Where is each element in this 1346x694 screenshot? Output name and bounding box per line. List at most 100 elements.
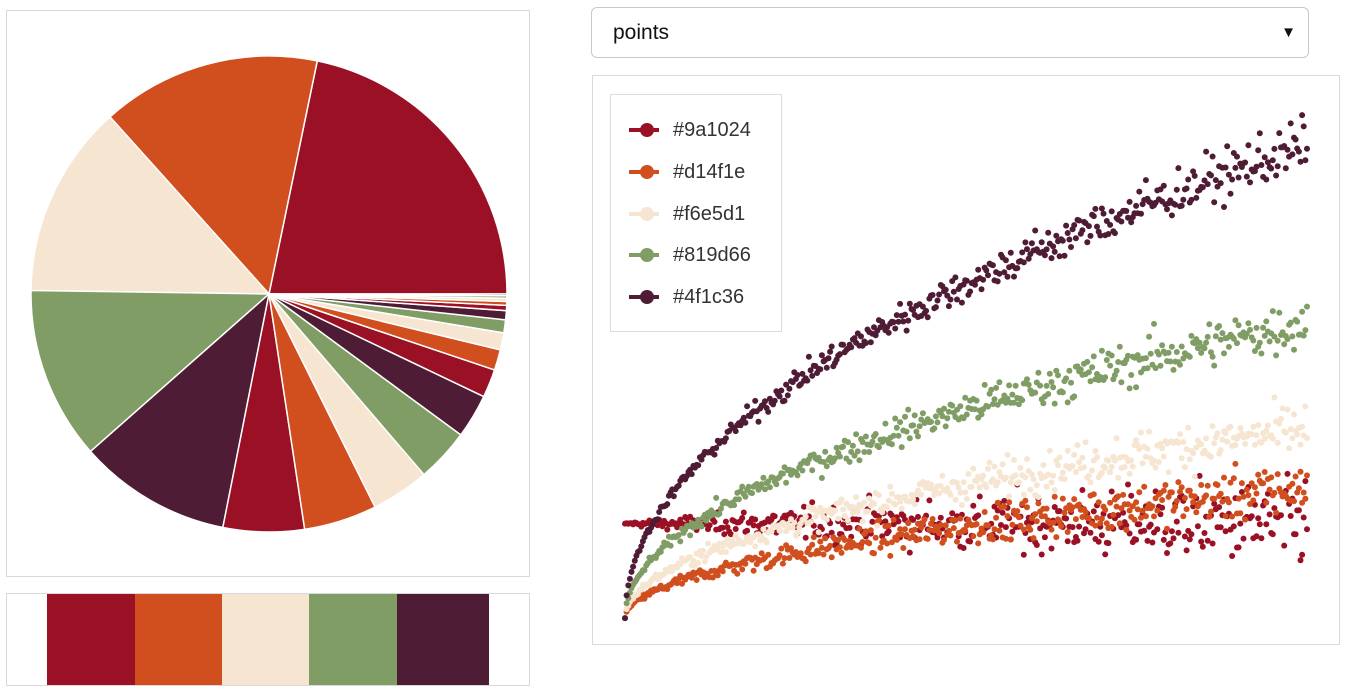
legend-item[interactable]: #d14f1e — [611, 153, 781, 193]
legend-item[interactable]: #819d66 — [611, 236, 781, 276]
scatter-point — [1299, 308, 1306, 315]
scatter-point — [1064, 447, 1071, 454]
scatter-point — [960, 545, 967, 551]
swatch-5[interactable] — [397, 594, 489, 685]
scatter-point — [1196, 472, 1203, 479]
scatter-point — [804, 377, 811, 384]
scatter-point — [687, 532, 694, 539]
scatter-point — [1079, 227, 1086, 234]
scatter-point — [1227, 423, 1234, 430]
scatter-point — [954, 296, 960, 303]
scatter-point — [818, 352, 825, 359]
scatter-point — [939, 472, 946, 479]
scatter-point — [1269, 531, 1276, 538]
scatter-point — [700, 547, 707, 554]
scatter-point — [937, 522, 944, 528]
pie-slice[interactable] — [108, 55, 319, 296]
scatter-point — [1141, 483, 1148, 490]
scatter-point — [1133, 437, 1140, 444]
scatter-point — [1118, 505, 1125, 512]
scatter-point — [1138, 210, 1144, 217]
scatter-point — [1240, 535, 1247, 542]
scatter-point — [1235, 495, 1242, 502]
scatter-point — [1009, 521, 1016, 528]
scatter-point — [885, 522, 892, 529]
scatter-point — [936, 530, 943, 537]
scatter-point — [973, 397, 980, 404]
scatter-point — [1198, 538, 1205, 545]
scatter-point — [760, 526, 767, 533]
pie-slice[interactable] — [89, 291, 271, 529]
scatter-point — [1020, 526, 1027, 533]
scatter-point — [1001, 497, 1008, 504]
scatter-point — [1264, 159, 1271, 166]
scatter-point — [957, 515, 964, 522]
scatter-point — [1256, 339, 1263, 346]
scatter-point — [818, 475, 825, 481]
swatch-3[interactable] — [222, 594, 309, 685]
scatter-point — [742, 493, 749, 500]
scatter-point — [898, 531, 905, 538]
pie-slice[interactable] — [268, 60, 508, 295]
scatter-point — [731, 502, 738, 509]
scatter-point — [854, 448, 861, 455]
scatter-point — [859, 439, 866, 445]
scatter-point — [1138, 514, 1144, 521]
scatter-point — [962, 527, 969, 534]
pie-slice[interactable] — [30, 115, 271, 295]
swatch-2[interactable] — [135, 594, 222, 685]
scatter-point — [1165, 349, 1172, 356]
scatter-point — [711, 451, 718, 458]
scatter-point — [895, 494, 902, 500]
scatter-point — [1211, 500, 1218, 507]
scatter-point — [802, 558, 809, 565]
scatter-point — [1072, 235, 1079, 242]
pie-slice[interactable] — [30, 289, 271, 453]
legend-item[interactable]: #9a1024 — [611, 111, 781, 151]
scatter-point — [1183, 446, 1190, 453]
scatter-point — [988, 386, 995, 393]
scatter-point — [1160, 453, 1167, 460]
scatter-point — [1256, 521, 1263, 528]
scatter-point — [1107, 362, 1114, 369]
pie-slice[interactable] — [268, 293, 508, 297]
scatter-point — [1098, 469, 1105, 476]
scatter-point — [722, 518, 729, 525]
scatter-point — [1237, 520, 1244, 527]
swatch-1[interactable] — [47, 594, 135, 685]
scatter-point — [1063, 222, 1070, 229]
scatter-point — [856, 457, 863, 464]
scatter-point — [1185, 424, 1192, 431]
scatter-point — [1136, 489, 1143, 496]
scatter-point — [1087, 232, 1094, 239]
scatter-point — [1108, 352, 1115, 359]
chart-type-select[interactable]: points ▼ — [591, 7, 1309, 58]
scatter-point — [999, 509, 1006, 516]
scatter-point — [1159, 504, 1166, 511]
scatter-point — [965, 471, 972, 477]
scatter-point — [1181, 495, 1188, 501]
scatter-point — [1149, 539, 1156, 546]
scatter-point — [1292, 136, 1299, 143]
scatter-point — [1051, 493, 1058, 500]
scatter-point — [744, 403, 751, 410]
scatter-point — [1157, 440, 1164, 447]
legend-item[interactable]: #f6e5d1 — [611, 195, 781, 235]
scatter-point — [823, 516, 830, 523]
scatter-point — [1129, 463, 1136, 470]
scatter-point — [913, 428, 920, 435]
legend-item[interactable]: #4f1c36 — [611, 278, 781, 318]
scatter-point — [1191, 473, 1198, 480]
scatter-point — [1214, 482, 1221, 488]
swatch-4[interactable] — [309, 594, 397, 685]
scatter-point — [832, 455, 838, 462]
scatter-point — [1271, 333, 1278, 340]
scatter-point — [1178, 484, 1185, 491]
scatter-point — [846, 458, 853, 465]
scatter-point — [1159, 342, 1166, 349]
scatter-point — [1273, 352, 1280, 359]
scatter-point — [1266, 338, 1273, 345]
scatter-point — [1222, 528, 1229, 535]
scatter-point — [1178, 343, 1185, 350]
scatter-point — [714, 572, 721, 579]
